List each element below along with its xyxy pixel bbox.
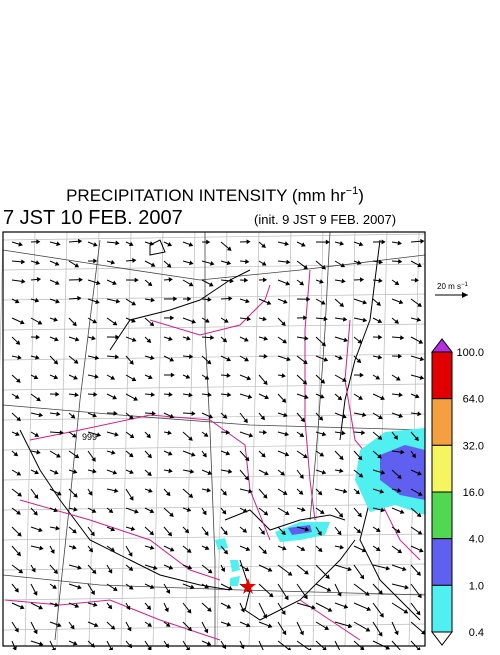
colorbar-label: 1.0: [469, 580, 484, 592]
map-bg: [3, 232, 425, 646]
title-exponent: −1: [346, 185, 359, 197]
colorbar-segment: [432, 539, 452, 586]
colorbar: 100.0 64.0 32.0 16.0 4.0 1.0 0.4: [432, 339, 484, 645]
map: 999: [0, 232, 425, 650]
colorbar-label: 0.4: [469, 627, 484, 639]
wind-scale-exponent: −1: [461, 282, 469, 288]
colorbar-segment: [432, 585, 452, 632]
title: PRECIPITATION INTENSITY (mm hr−1): [66, 185, 364, 205]
colorbar-segment: [432, 445, 452, 492]
wind-scale-label: 20 m s−1: [437, 282, 469, 291]
wind-head: [386, 646, 389, 649]
title-text: PRECIPITATION INTENSITY (mm hr: [66, 186, 346, 205]
wind-scale-head: [462, 292, 468, 298]
colorbar-over: [432, 339, 452, 352]
colorbar-segment: [432, 352, 452, 399]
colorbar-label: 100.0: [456, 347, 484, 359]
colorbar-label: 64.0: [463, 394, 484, 406]
colorbar-segment: [432, 492, 452, 539]
init-time: (init. 9 JST 9 FEB. 2007): [254, 212, 396, 227]
valid-time: 7 JST 10 FEB. 2007: [3, 207, 183, 229]
colorbar-label: 16.0: [463, 487, 484, 499]
colorbar-label: 4.0: [469, 534, 484, 546]
colorbar-segment: [432, 399, 452, 446]
colorbar-label: 32.0: [463, 440, 484, 452]
wind-scale-text: 20 m s: [437, 282, 461, 291]
colorbar-under: [432, 632, 452, 645]
title-close: ): [358, 186, 364, 205]
